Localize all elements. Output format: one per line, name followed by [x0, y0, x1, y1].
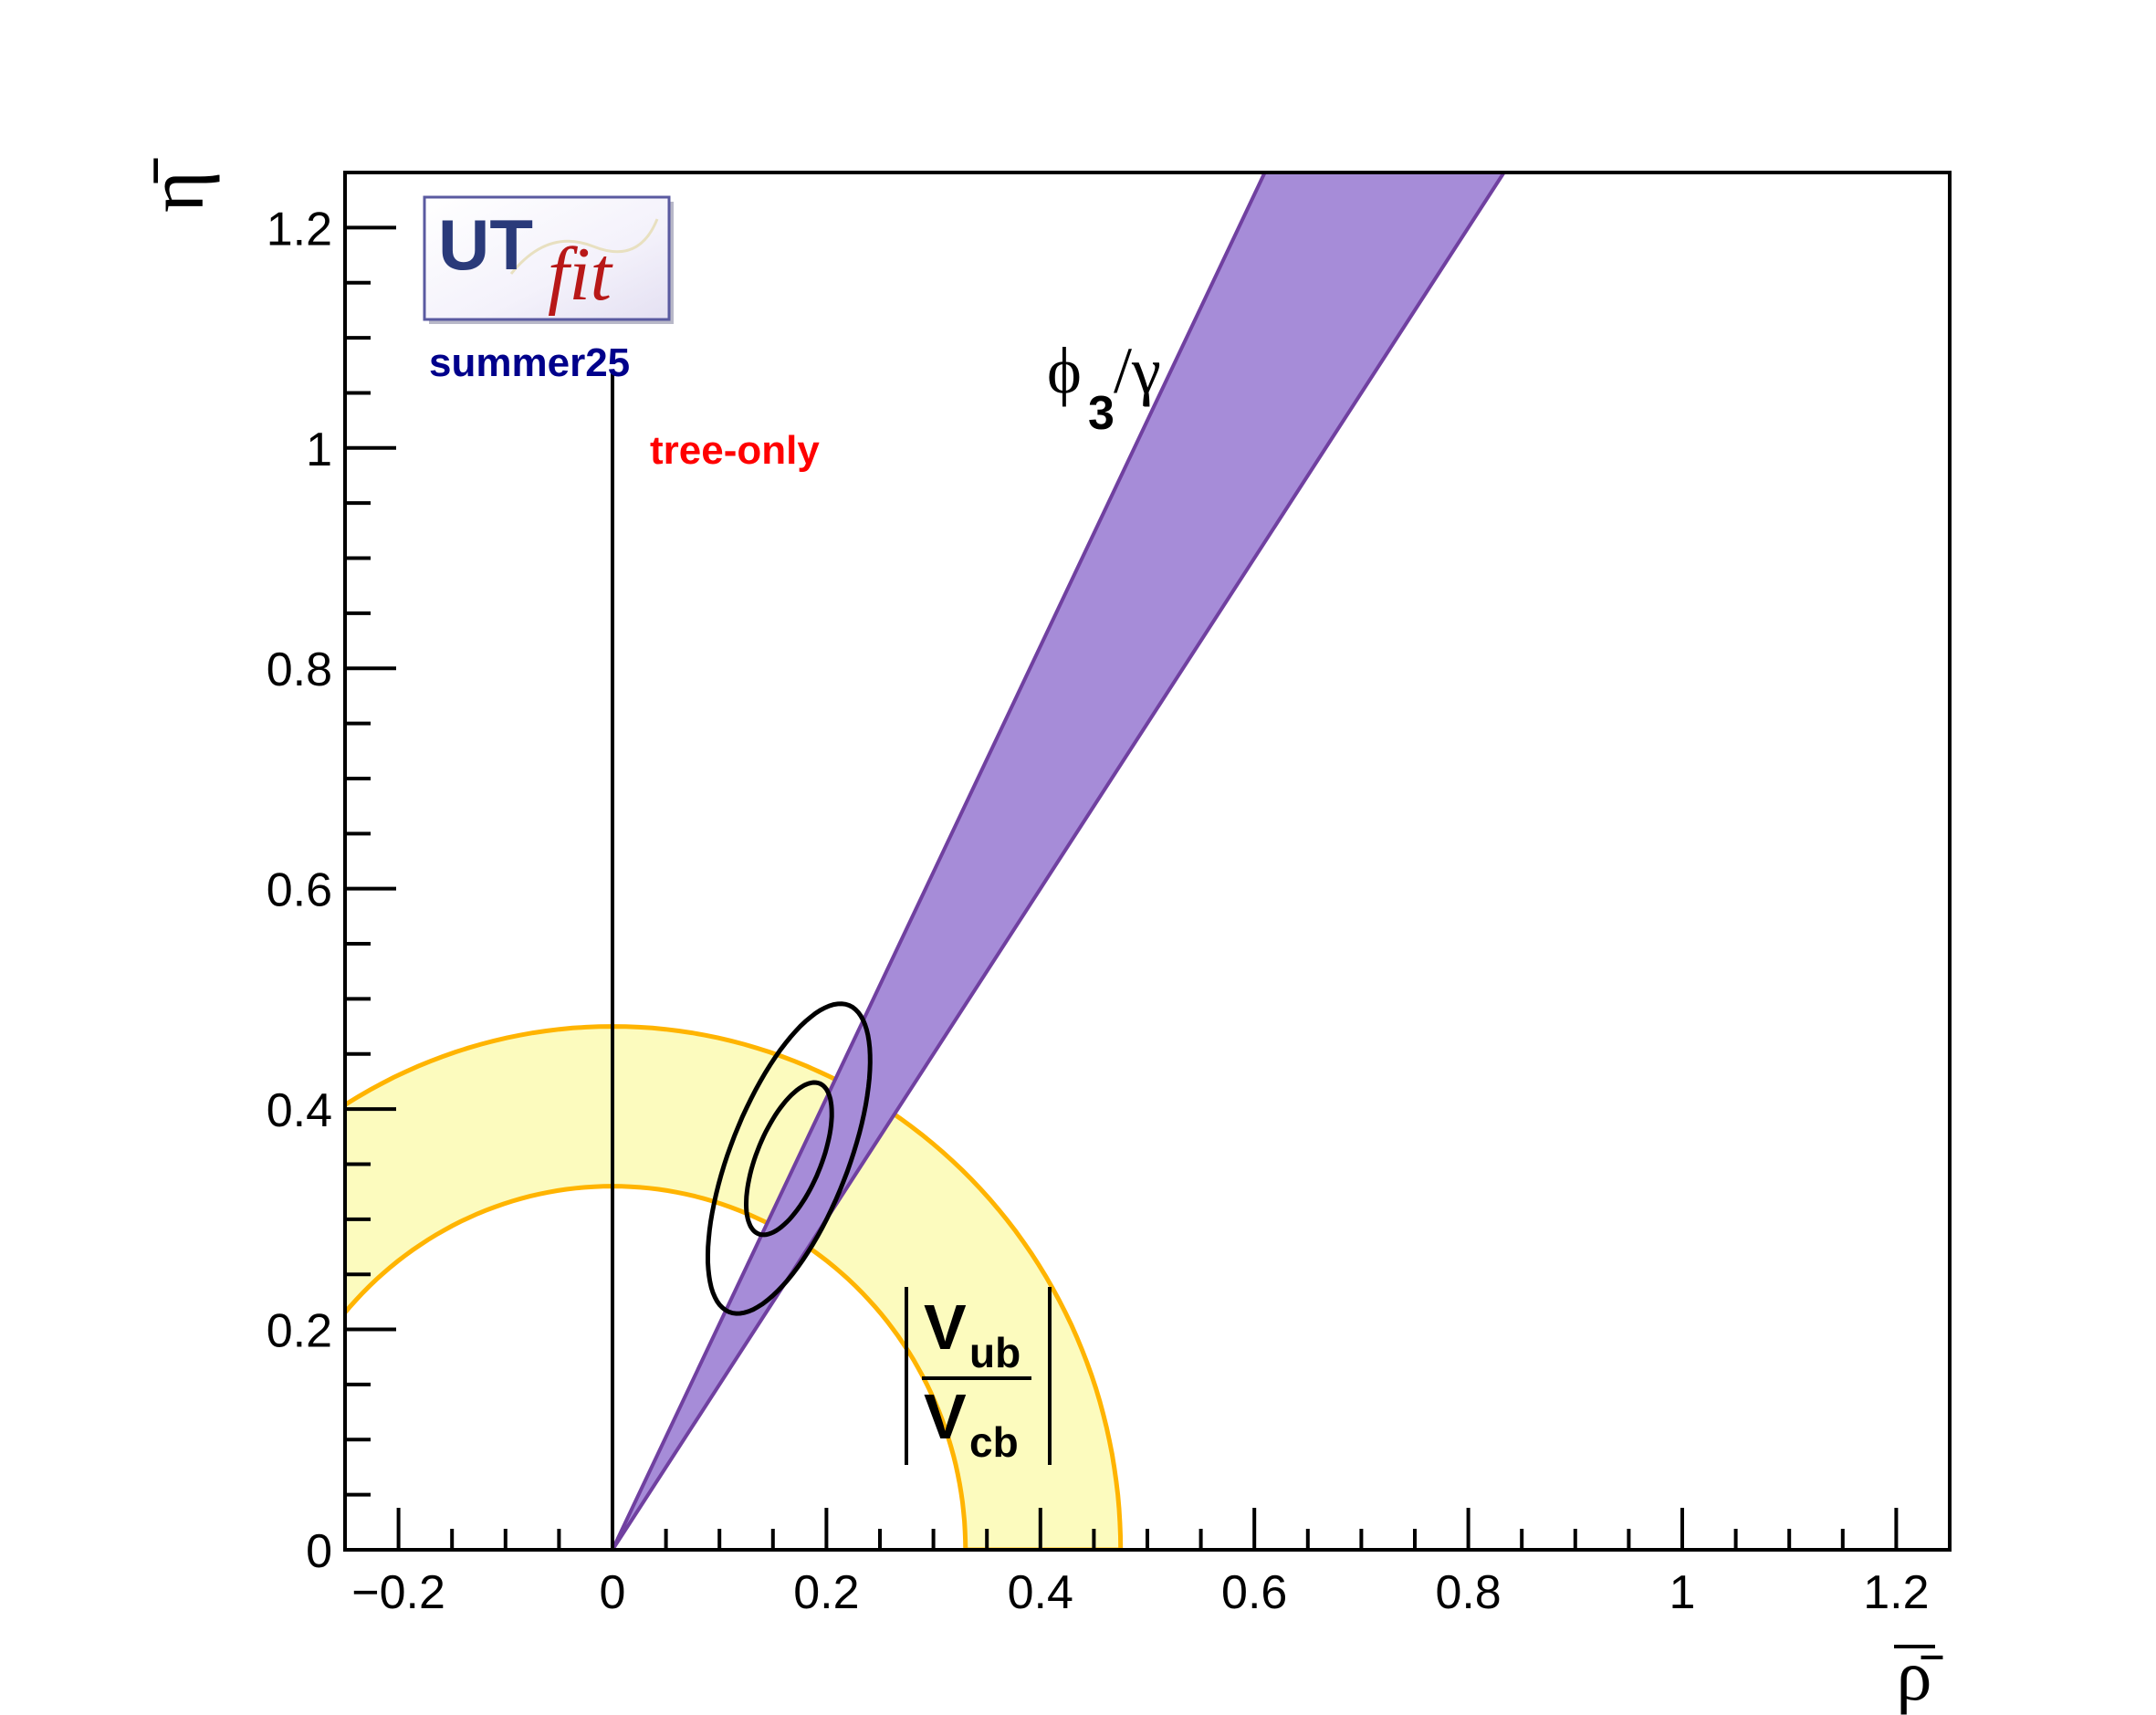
phi3-gamma-label: ϕ 3 /γ — [1047, 334, 1161, 440]
x-axis-tick-labels: −0.2 0 0.2 0.4 0.6 0.8 1 1.2 — [351, 1566, 1929, 1619]
y-tick-label: 0.2 — [267, 1305, 332, 1358]
vub-v: V — [924, 1291, 967, 1363]
y-axis-ticks — [345, 171, 396, 1552]
x-tick-label: 0.8 — [1435, 1566, 1501, 1619]
phi3-gamma-wedge — [611, 173, 1507, 1550]
y-axis-label: η̄ — [132, 158, 221, 213]
x-axis-title: ρ̄ — [1897, 1636, 1943, 1715]
y-tick-label: 1.2 — [267, 203, 332, 256]
y-tick-label: 0 — [306, 1525, 332, 1578]
y-tick-label: 0.6 — [267, 864, 332, 917]
x-tick-label: 0.6 — [1221, 1566, 1287, 1619]
fit-contour-68 — [743, 1080, 834, 1238]
x-tick-label: 0.4 — [1008, 1566, 1073, 1619]
y-tick-label: 0.4 — [267, 1084, 332, 1137]
vcb-v: V — [924, 1381, 967, 1452]
y-axis-tick-labels: 0 0.2 0.4 0.6 0.8 1 1.2 — [267, 203, 332, 1578]
x-tick-label: 0.2 — [793, 1566, 859, 1619]
x-tick-label: 1 — [1669, 1566, 1696, 1619]
utfit-logo: UT fit summer25 — [423, 195, 674, 385]
x-tick-label: 1.2 — [1863, 1566, 1929, 1619]
gamma-symbol: /γ — [1114, 334, 1161, 407]
tree-only-annotation: tree-only — [650, 428, 820, 473]
x-axis-label: ρ̄ — [1894, 1636, 1942, 1715]
vub-vcb-label: V ub V cb — [905, 1287, 1052, 1466]
x-axis-ticks — [396, 1508, 1899, 1550]
x-tick-label: 0 — [600, 1566, 626, 1619]
plot-area — [345, 173, 1950, 1550]
phi3-subscript: 3 — [1088, 387, 1115, 440]
vcb-subscript: cb — [969, 1418, 1019, 1466]
y-tick-label: 1 — [306, 424, 332, 476]
logo-fit-text: fit — [548, 232, 614, 317]
x-tick-label: −0.2 — [351, 1566, 445, 1619]
fit-contour-95 — [706, 1001, 873, 1316]
y-tick-label: 0.8 — [267, 643, 332, 696]
y-axis-title: η̄ — [132, 158, 221, 213]
phi3-symbol: ϕ — [1047, 334, 1082, 407]
logo-ut-text: UT — [438, 204, 533, 285]
vub-subscript: ub — [969, 1329, 1020, 1376]
logo-subtitle: summer25 — [429, 340, 630, 385]
